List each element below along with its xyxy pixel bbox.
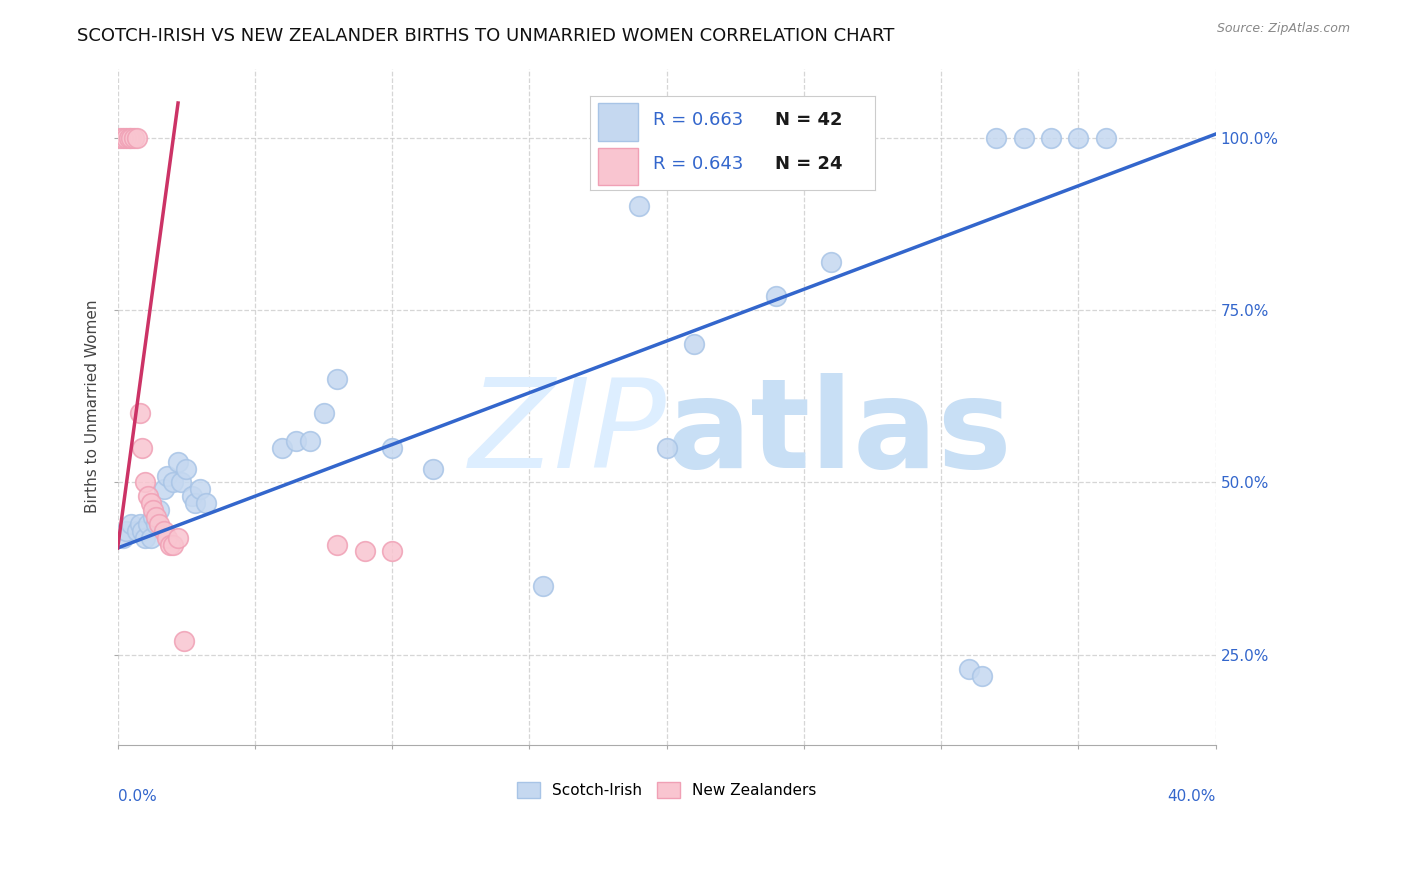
Point xyxy=(326,537,349,551)
Point xyxy=(120,516,142,531)
Text: Source: ZipAtlas.com: Source: ZipAtlas.com xyxy=(1216,22,1350,36)
Point xyxy=(110,130,132,145)
Point xyxy=(115,130,138,145)
Point xyxy=(139,531,162,545)
Text: 0.0%: 0.0% xyxy=(118,789,156,804)
Point xyxy=(683,337,706,351)
Point xyxy=(159,537,181,551)
Point xyxy=(125,130,148,145)
Point xyxy=(112,531,135,545)
Point xyxy=(972,668,994,682)
Point xyxy=(156,531,179,545)
Legend: Scotch-Irish, New Zealanders: Scotch-Irish, New Zealanders xyxy=(510,776,823,805)
Point xyxy=(167,531,190,545)
Point xyxy=(765,289,787,303)
Point xyxy=(174,461,197,475)
Point xyxy=(131,524,153,538)
Point xyxy=(422,461,444,475)
Point xyxy=(112,130,135,145)
Point xyxy=(531,579,554,593)
Point xyxy=(326,372,349,386)
Y-axis label: Births to Unmarried Women: Births to Unmarried Women xyxy=(86,300,100,513)
Point xyxy=(117,130,139,145)
Text: SCOTCH-IRISH VS NEW ZEALANDER BIRTHS TO UNMARRIED WOMEN CORRELATION CHART: SCOTCH-IRISH VS NEW ZEALANDER BIRTHS TO … xyxy=(77,27,894,45)
Point xyxy=(145,516,167,531)
Point xyxy=(628,199,651,213)
Point xyxy=(148,516,170,531)
Point xyxy=(128,407,150,421)
Point xyxy=(285,434,308,448)
Point xyxy=(115,524,138,538)
Point xyxy=(134,475,156,490)
Text: ZIP: ZIP xyxy=(468,373,666,494)
Point xyxy=(162,475,184,490)
Point xyxy=(381,441,404,455)
Point xyxy=(655,441,678,455)
Point xyxy=(984,130,1007,145)
Point xyxy=(312,407,335,421)
Point xyxy=(170,475,193,490)
Point xyxy=(162,537,184,551)
Text: 40.0%: 40.0% xyxy=(1167,789,1216,804)
Point xyxy=(271,441,294,455)
Point xyxy=(148,503,170,517)
Point xyxy=(153,524,176,538)
Point xyxy=(353,544,375,558)
Point xyxy=(820,254,842,268)
Point xyxy=(167,455,190,469)
Point xyxy=(120,130,142,145)
Point xyxy=(381,544,404,558)
Point xyxy=(1067,130,1090,145)
Point xyxy=(128,516,150,531)
Point xyxy=(188,483,211,497)
Point xyxy=(194,496,217,510)
Point xyxy=(122,130,145,145)
Point xyxy=(139,496,162,510)
Point xyxy=(125,524,148,538)
Point xyxy=(1039,130,1062,145)
Point xyxy=(136,516,159,531)
Point xyxy=(183,496,205,510)
Point xyxy=(136,489,159,503)
Point xyxy=(134,531,156,545)
Point xyxy=(1012,130,1035,145)
Point xyxy=(142,503,165,517)
Point xyxy=(957,662,980,676)
Point xyxy=(173,634,195,648)
Point xyxy=(142,510,165,524)
Point xyxy=(156,468,179,483)
Point xyxy=(153,483,176,497)
Text: atlas: atlas xyxy=(666,373,1012,494)
Point xyxy=(1095,130,1118,145)
Point xyxy=(145,510,167,524)
Point xyxy=(298,434,321,448)
Point xyxy=(180,489,202,503)
Point xyxy=(131,441,153,455)
